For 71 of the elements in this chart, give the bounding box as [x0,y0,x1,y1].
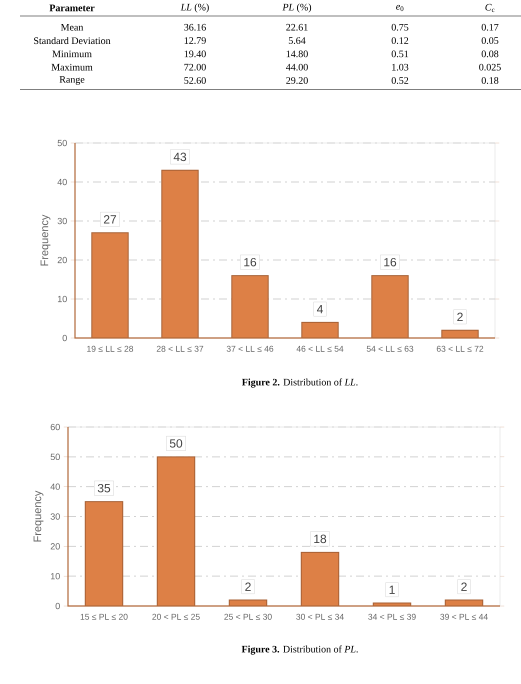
y-tick-label: 20 [58,256,67,264]
x-tick-label: 28 < LL ≤ 37 [156,346,204,352]
text: Minimum [52,50,92,58]
data-label: 16 [244,258,256,266]
y-tick-label: 50 [57,140,67,146]
text: PL (%) [282,3,311,13]
text: 5.64 [288,37,306,44]
text: 14.80 [286,50,308,58]
y-axis-title: Frequency [40,214,50,266]
data-label: 35 [98,484,110,492]
y-tick-label: 40 [57,178,67,186]
data-label: 2 [457,312,463,322]
text: 0.025 [479,64,501,71]
y-tick-label: 20 [50,543,60,550]
text: Figure 2. Distribution of LL. [242,378,358,388]
text: Figure 3. Distribution of PL. [242,645,358,655]
data-label: 2 [461,582,467,591]
text: 0.12 [392,37,408,44]
text: LL (%) [180,3,209,13]
x-tick-label: 54 < LL ≤ 63 [366,346,414,352]
text: 0.18 [482,77,498,84]
data-label: 16 [384,258,396,266]
data-label: 1 [389,586,395,594]
text: 1.03 [392,64,408,71]
x-tick-label: 46 < LL ≤ 54 [296,346,344,352]
data-label: 50 [170,439,182,448]
text: Parameter [49,4,94,12]
data-label: 4 [316,304,323,314]
x-tick-label: 30 < PL ≤ 34 [296,614,344,620]
text: 0.05 [482,37,498,44]
data-label: 2 [245,582,251,591]
text: Maximum [51,64,92,71]
y-tick-label: 0 [62,334,67,342]
y-tick-label: 30 [57,218,67,224]
x-tick-label: 20 < PL ≤ 25 [152,614,200,620]
data-label: 27 [104,215,116,224]
y-tick-label: 60 [50,424,60,430]
y-tick-label: 0 [55,602,60,610]
text: 52.60 [184,77,206,84]
text: 36.16 [184,24,206,31]
x-tick-label: 34 < PL ≤ 39 [368,614,416,620]
text: e$_{0}$ [396,4,404,12]
text: 0.08 [482,50,498,58]
text: 0.75 [392,24,408,31]
y-tick-label: 10 [50,573,60,580]
data-label: 18 [314,534,326,544]
data-label: 43 [173,152,186,162]
x-tick-label: 37 < LL ≤ 46 [226,346,274,352]
text: 19.40 [184,50,206,58]
y-tick-label: 10 [58,296,67,302]
text: Standard Deviation [34,37,110,44]
text: 0.17 [482,24,498,31]
y-axis-title: Frequency [33,490,44,542]
text: 0.51 [392,50,408,58]
y-tick-label: 50 [50,454,60,460]
text: 72.00 [184,64,206,71]
y-tick-label: 40 [50,484,60,490]
y-tick-label: 30 [50,513,60,520]
x-tick-label: 39 < PL ≤ 44 [440,614,488,620]
text: 44.00 [286,64,308,71]
x-tick-label: 25 < PL ≤ 30 [224,614,272,620]
x-tick-label: 63 < LL ≤ 72 [436,346,484,352]
text: 29.20 [286,77,308,84]
text: 0.52 [392,77,408,84]
x-tick-label: 15 ≤ PL ≤ 20 [80,614,128,620]
text: 12.79 [184,37,206,44]
text: Mean [60,24,84,31]
text: Range [59,76,84,85]
text: C$_{c}$ [485,4,494,12]
text: 22.61 [286,24,308,31]
x-tick-label: 19 ≤ LL ≤ 28 [87,346,133,352]
